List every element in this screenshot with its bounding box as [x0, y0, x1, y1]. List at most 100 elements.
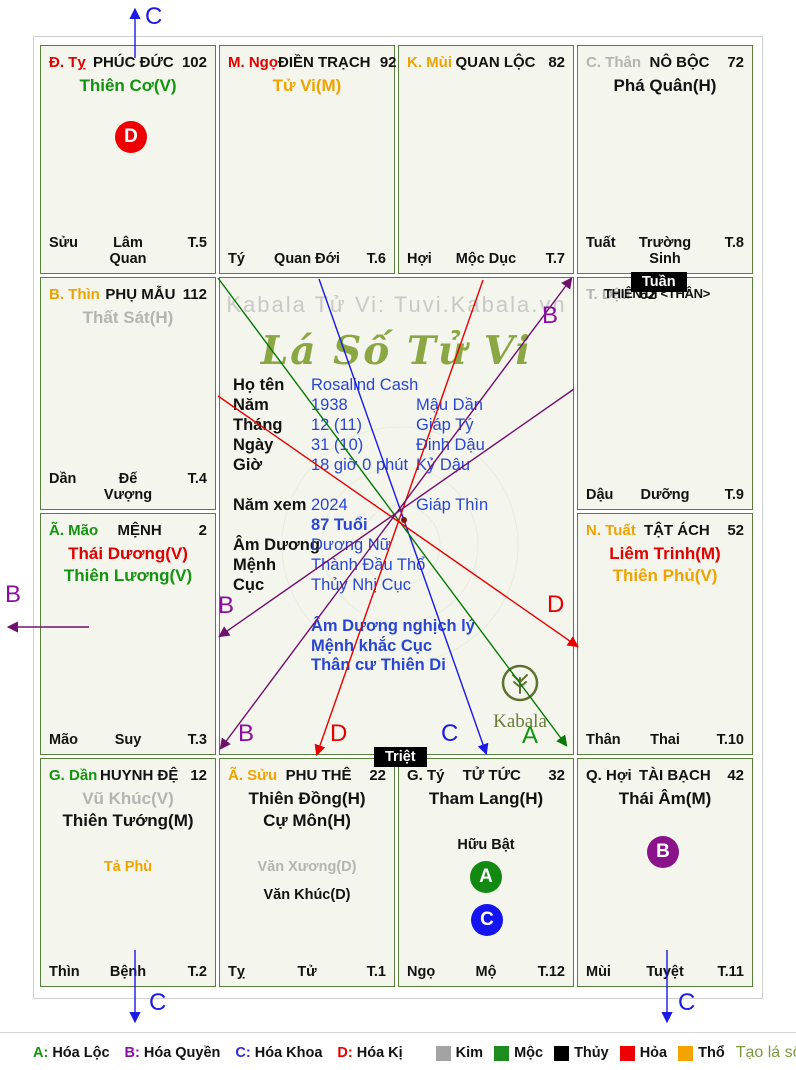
footer-branch: Tỵ	[228, 964, 245, 980]
palace-header: Ã. Mão MỆNH 2	[41, 514, 215, 539]
palace-stars: Phá Quân(H)	[578, 75, 752, 97]
info-row-am-duong: Âm Dương Dương Nữ	[233, 536, 391, 554]
footer-stage: Lâm Quan	[109, 235, 147, 267]
palace-no-boc: C. Thân NÔ BỘC 72 Phá Quân(H) Tuất Trườn…	[577, 45, 753, 274]
palace-dien-trach: M. Ngọ ĐIỀN TRẠCH 92 Tử Vi(M) Tý Quan Đớ…	[219, 45, 397, 274]
star-label: Liêm Trinh(M)	[609, 544, 721, 563]
palace-name: PHÚC ĐỨC	[92, 54, 174, 71]
footer-branch: Sửu	[49, 235, 79, 251]
palace-number: 72	[727, 54, 744, 71]
kabala-logo: Kabala	[485, 662, 555, 733]
palace-footer: Tý Quan Đới T.6	[228, 251, 386, 267]
palace-number: 22	[369, 767, 386, 784]
footer-t: T.11	[717, 964, 744, 980]
palace-stars: Thái Âm(M)	[578, 788, 752, 810]
palace-footer: Tuất Trường Sinh T.8	[586, 235, 744, 267]
palace-name: HUYNH ĐỆ	[100, 767, 179, 784]
palace-phu-mau: B. Thìn PHỤ MẪU 112 Thất Sát(H) Dần Đế V…	[40, 277, 216, 510]
star-label: Thiên Đồng(H)	[248, 789, 366, 808]
palace-number: 42	[727, 767, 744, 784]
footer-stage: Trường Sinh	[638, 235, 692, 267]
palace-footer: Hợi Mộc Dục T.7	[407, 251, 565, 267]
legend-element-thuy: Thủy	[554, 1045, 609, 1061]
star-label: Thiên Tướng(M)	[62, 811, 194, 830]
palace-stem: T. Dậu	[586, 286, 631, 303]
palace-stars: Vũ Khúc(V) Thiên Tướng(M) Tả Phù	[41, 788, 215, 877]
arrow-label-ki-right: D	[547, 591, 565, 618]
palace-number: 2	[198, 522, 207, 539]
palace-number: 112	[182, 286, 207, 303]
footer-branch: Thân	[586, 732, 621, 748]
palace-stem: G. Dần	[49, 767, 98, 784]
star-label: Tử Vi(M)	[272, 76, 342, 95]
palace-tu-tuc: G. Tý TỬ TỨC 32 Tham Lang(H) Hữu Bật Ngọ…	[398, 758, 574, 987]
palace-header: C. Thân NÔ BỘC 72	[578, 46, 752, 71]
palace-stars: Thiên Cơ(V)	[41, 75, 215, 97]
palace-header: G. Dần HUYNH ĐỆ 12	[41, 759, 215, 784]
palace-stem: M. Ngọ	[228, 54, 278, 71]
palace-stars: Thái Dương(V) Thiên Lương(V)	[41, 543, 215, 587]
palace-footer: Thân Thai T.10	[586, 732, 744, 748]
note-line: Thân cư Thiên Di	[311, 656, 446, 674]
palace-stars: Thất Sát(H)	[41, 307, 215, 329]
aux-star-label: Văn Khúc(D)	[263, 887, 351, 903]
palace-footer: Sửu Lâm Quan T.5	[49, 235, 207, 267]
info-row-menh: Mệnh Thành Đầu Thổ	[233, 556, 426, 574]
tho-color-swatch	[678, 1045, 694, 1061]
palace-tat-ach: N. Tuất TẬT ÁCH 52 Liêm Trinh(M) Thiên P…	[577, 513, 753, 755]
kabala-logo-icon	[501, 664, 539, 702]
footer-branch: Mão	[49, 732, 78, 748]
star-label: Thái Âm(M)	[618, 789, 712, 808]
legend-hoa-ki: DHóa Kị	[337, 1045, 402, 1061]
palace-footer: Dậu Dưỡng T.9	[586, 487, 744, 503]
footer-t: T.8	[724, 235, 744, 251]
palace-phuc-duc: Đ. Tỵ PHÚC ĐỨC 102 Thiên Cơ(V) Sửu Lâm Q…	[40, 45, 216, 274]
palace-stem: N. Tuất	[586, 522, 636, 539]
chart-title: Lá Số Tử Vi	[260, 328, 533, 374]
palace-stem: Ã. Mão	[49, 522, 99, 539]
palace-name: PHỤ MẪU	[105, 286, 176, 303]
footer-t: T.10	[716, 732, 744, 748]
palace-footer: Mão Suy T.3	[49, 732, 207, 748]
arrow-label-quyen-bottom: B	[238, 720, 255, 747]
arrow-label-khoa-bottomright: C	[678, 989, 696, 1016]
palace-stars: Liêm Trinh(M) Thiên Phủ(V)	[578, 543, 752, 587]
thuy-color-swatch	[554, 1045, 570, 1061]
palace-number: 12	[190, 767, 207, 784]
palace-footer: Ngọ Mộ T.12	[407, 964, 565, 980]
palace-name: QUAN LỘC	[455, 54, 536, 71]
footer-branch: Dần	[49, 471, 77, 487]
star-label: Thiên Phủ(V)	[612, 566, 718, 585]
info-row-year: Năm 1938 Mậu Dần	[233, 396, 483, 414]
info-row-view-year: Năm xem 2024 Giáp Thìn	[233, 496, 489, 514]
aux-star-label: Văn Xương(D)	[257, 859, 357, 875]
footer-t: T.12	[537, 964, 565, 980]
arrow-label-loc-bottom: A	[522, 722, 539, 749]
aux-star-label: Tả Phù	[103, 859, 153, 875]
info-row-hour: Giờ 18 giờ 0 phút Kỷ Dậu	[233, 456, 471, 474]
footer-stage: Bệnh	[109, 964, 147, 980]
palace-quan-loc: K. Mùi QUAN LỘC 82 Hợi Mộc Dục T.7	[398, 45, 574, 274]
palace-huynh-de: G. Dần HUYNH ĐỆ 12 Vũ Khúc(V) Thiên Tướn…	[40, 758, 216, 987]
footer-branch: Thìn	[49, 964, 80, 980]
credit-link[interactable]: Tạo lá số: Tuvi.Kabala.vn	[735, 1044, 796, 1061]
palace-header: Đ. Tỵ PHÚC ĐỨC 102	[41, 46, 215, 71]
footer-stage: Tuyệt	[646, 964, 684, 980]
birth-info: Họ tên Rosalind Cash Năm 1938 Mậu Dần Th…	[233, 376, 488, 596]
star-label: Phá Quân(H)	[613, 76, 717, 95]
arrow-label-ki-bottom: D	[330, 720, 348, 747]
palace-name: MỆNH	[117, 522, 162, 539]
footer-t: T.9	[724, 487, 744, 503]
palace-footer: Dần Đế Vượng T.4	[49, 471, 207, 503]
footer-stage: Đế Vượng	[103, 471, 153, 503]
palace-number: 102	[181, 54, 207, 71]
footer-t: T.4	[187, 471, 207, 487]
palace-stars: Tham Lang(H) Hữu Bật	[399, 788, 573, 855]
palace-header: M. Ngọ ĐIỀN TRẠCH 92	[220, 46, 397, 71]
footer-branch: Ngọ	[407, 964, 436, 980]
palace-name: TÀI BẠCH	[639, 767, 711, 784]
palace-footer: Thìn Bệnh T.2	[49, 964, 207, 980]
footer-stage: Mộc Dục	[455, 251, 517, 267]
moc-color-swatch	[494, 1045, 510, 1061]
